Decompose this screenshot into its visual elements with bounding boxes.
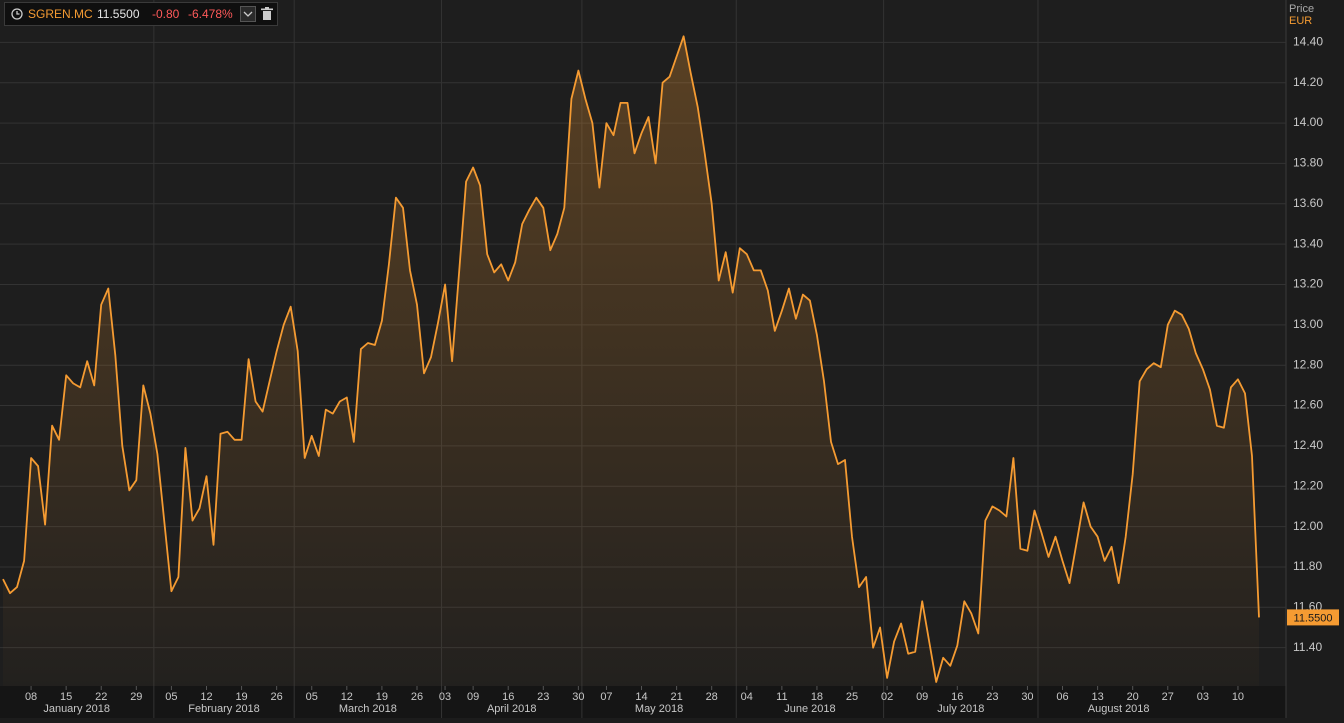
symbol: SGREN.MC: [28, 7, 93, 21]
x-tick-label: 23: [537, 691, 549, 703]
last-price-label: 11.5500: [1294, 612, 1333, 624]
x-tick-label: 08: [25, 691, 37, 703]
x-tick-label: 10: [1232, 691, 1244, 703]
x-tick-label: 29: [130, 691, 142, 703]
x-tick-label: 07: [600, 691, 612, 703]
x-tick-label: 05: [306, 691, 318, 703]
dropdown-button[interactable]: [240, 6, 256, 22]
y-tick-label: 12.00: [1293, 519, 1323, 533]
y-tick-label: 14.40: [1293, 35, 1323, 49]
x-tick-label: 20: [1127, 691, 1139, 703]
x-tick-label: 25: [846, 691, 858, 703]
clock-icon: [11, 8, 23, 20]
x-tick-label: 03: [1197, 691, 1209, 703]
x-tick-label: 16: [951, 691, 963, 703]
y-tick-label: 13.40: [1293, 236, 1323, 250]
y-axis-title: Price: [1289, 3, 1314, 15]
x-tick-label: 14: [635, 691, 647, 703]
x-tick-label: 18: [811, 691, 823, 703]
x-tick-label: 27: [1162, 691, 1174, 703]
y-tick-label: 13.80: [1293, 156, 1323, 170]
x-tick-label: 26: [271, 691, 283, 703]
month-label: April 2018: [487, 703, 537, 715]
x-axis-background: [0, 686, 1286, 718]
x-tick-label: 06: [1056, 691, 1068, 703]
y-axis-unit: EUR: [1289, 15, 1312, 27]
x-tick-label: 19: [235, 691, 247, 703]
delete-button[interactable]: [261, 7, 273, 21]
y-tick-label: 12.60: [1293, 398, 1323, 412]
x-tick-label: 15: [60, 691, 72, 703]
y-tick-label: 12.20: [1293, 478, 1323, 492]
y-tick-label: 14.00: [1293, 115, 1323, 129]
y-tick-label: 11.40: [1293, 640, 1322, 654]
y-tick-label: 12.40: [1293, 438, 1323, 452]
month-label: May 2018: [635, 703, 683, 715]
x-tick-label: 04: [741, 691, 753, 703]
x-tick-label: 11: [776, 691, 787, 703]
month-label: June 2018: [784, 703, 835, 715]
x-tick-label: 28: [706, 691, 718, 703]
change: -0.80: [152, 7, 180, 21]
y-tick-label: 11.80: [1293, 559, 1322, 573]
y-tick-label: 13.20: [1293, 277, 1323, 291]
x-tick-label: 16: [502, 691, 514, 703]
month-label: July 2018: [937, 703, 984, 715]
x-tick-label: 30: [572, 691, 584, 703]
x-tick-label: 02: [881, 691, 893, 703]
last-price: 11.5500: [97, 7, 140, 21]
last-price-tag: [1287, 609, 1339, 626]
y-tick-label: 12.80: [1293, 357, 1323, 371]
x-tick-label: 09: [916, 691, 928, 703]
month-label: January 2018: [43, 703, 110, 715]
x-tick-label: 23: [986, 691, 998, 703]
x-tick-label: 09: [467, 691, 479, 703]
x-tick-label: 13: [1091, 691, 1103, 703]
x-tick-label: 03: [439, 691, 451, 703]
x-tick-label: 19: [376, 691, 388, 703]
change-pct: -6.478%: [188, 7, 233, 21]
x-tick-label: 05: [165, 691, 177, 703]
instrument-header[interactable]: SGREN.MC 11.5500 -0.80 -6.478%: [4, 2, 278, 26]
x-tick-label: 12: [341, 691, 353, 703]
month-label: February 2018: [188, 703, 260, 715]
month-label: August 2018: [1088, 703, 1150, 715]
x-tick-label: 12: [200, 691, 212, 703]
price-line: [2, 35, 1260, 683]
area-fill: [3, 36, 1259, 687]
x-tick-label: 26: [411, 691, 423, 703]
y-tick-label: 14.20: [1293, 75, 1323, 89]
x-tick-label: 22: [95, 691, 107, 703]
y-tick-label: 13.60: [1293, 196, 1323, 210]
month-label: March 2018: [339, 703, 397, 715]
x-tick-label: 21: [670, 691, 682, 703]
y-tick-label: 13.00: [1293, 317, 1323, 331]
x-tick-label: 30: [1021, 691, 1033, 703]
